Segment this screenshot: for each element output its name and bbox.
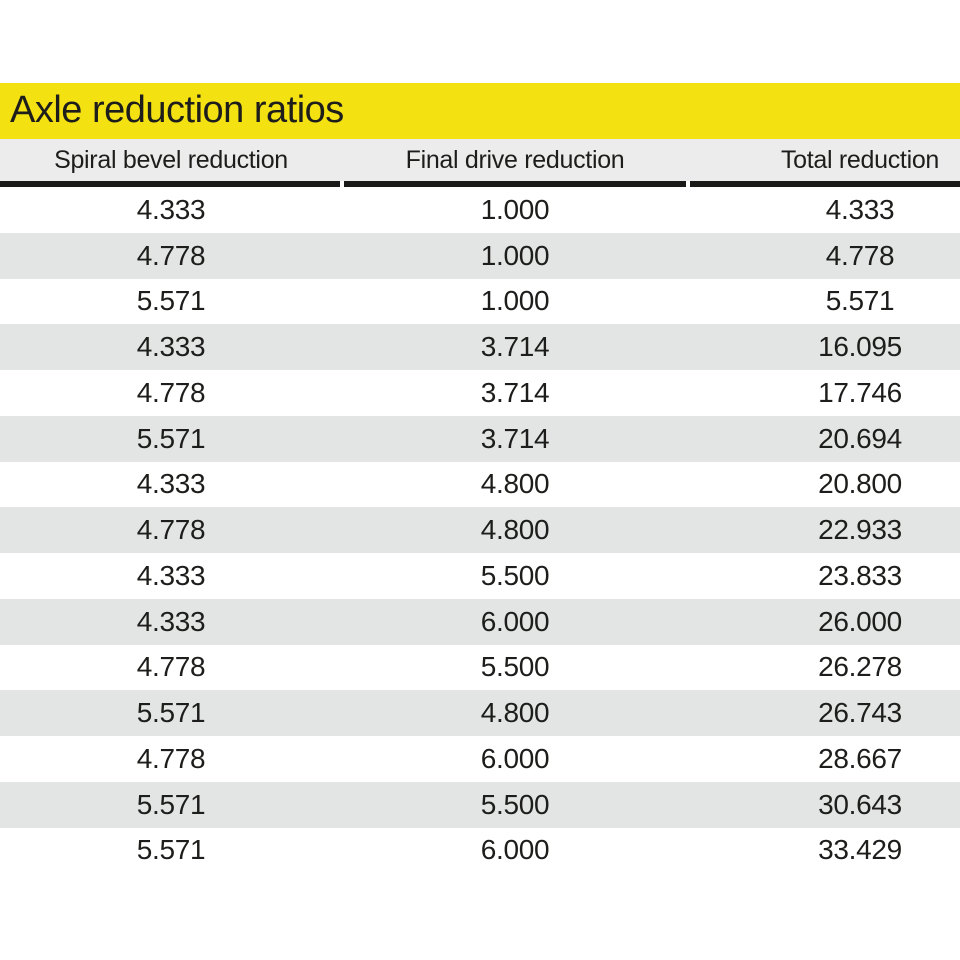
table-row: 4.333 6.000 26.000 — [0, 598, 960, 645]
cell-spiral-bevel-reduction: 5.571 — [136, 422, 206, 454]
cell-spiral-bevel-reduction: 4.333 — [136, 559, 206, 591]
cell-total-reduction: 17.746 — [818, 376, 902, 408]
page-title: Axle reduction ratios — [10, 88, 344, 131]
cell-spiral-bevel-reduction: 4.778 — [136, 742, 206, 774]
cell-final-drive-reduction: 6.000 — [480, 742, 550, 774]
cell-spiral-bevel-reduction: 4.333 — [136, 193, 206, 225]
table-header-row: Spiral bevel reduction Final drive reduc… — [0, 139, 960, 181]
cell-spiral-bevel-reduction: 4.778 — [136, 376, 206, 408]
cell-final-drive-reduction: 5.500 — [480, 559, 550, 591]
cell-spiral-bevel-reduction: 4.778 — [136, 514, 206, 546]
cell-final-drive-reduction: 5.500 — [480, 651, 550, 683]
cell-final-drive-reduction: 5.500 — [480, 788, 550, 820]
cell-total-reduction: 5.571 — [825, 285, 895, 317]
table-row: 4.778 3.714 17.746 — [0, 370, 960, 416]
table-row: 5.571 6.000 33.429 — [0, 827, 960, 874]
column-header-spiral-bevel: Spiral bevel reduction — [54, 145, 288, 174]
header-rule — [0, 181, 960, 187]
cell-spiral-bevel-reduction: 5.571 — [136, 285, 206, 317]
cell-total-reduction: 22.933 — [818, 514, 902, 546]
table-row: 4.333 3.714 16.095 — [0, 324, 960, 370]
cell-total-reduction: 16.095 — [818, 331, 902, 363]
cell-total-reduction: 23.833 — [818, 559, 902, 591]
cell-total-reduction: 26.000 — [818, 605, 902, 637]
table-row: 4.778 6.000 28.667 — [0, 736, 960, 782]
cell-total-reduction: 28.667 — [818, 742, 902, 774]
table-row: 4.778 1.000 4.778 — [0, 232, 960, 279]
table-row: 5.571 5.500 30.643 — [0, 781, 960, 828]
cell-final-drive-reduction: 1.000 — [480, 193, 550, 225]
title-band: Axle reduction ratios — [0, 83, 960, 139]
cell-final-drive-reduction: 4.800 — [480, 697, 550, 729]
column-header-final-drive: Final drive reduction — [405, 145, 625, 174]
cell-final-drive-reduction: 1.000 — [480, 285, 550, 317]
cell-final-drive-reduction: 3.714 — [480, 422, 550, 454]
table-row: 5.571 3.714 20.694 — [0, 415, 960, 462]
cell-total-reduction: 26.278 — [818, 651, 902, 683]
table-row: 4.778 5.500 26.278 — [0, 644, 960, 691]
cell-total-reduction: 30.643 — [818, 788, 902, 820]
cell-spiral-bevel-reduction: 5.571 — [136, 697, 206, 729]
table-row: 5.571 1.000 5.571 — [0, 278, 960, 325]
cell-total-reduction: 33.429 — [818, 834, 902, 866]
axle-reduction-table: Spiral bevel reduction Final drive reduc… — [0, 139, 960, 874]
cell-spiral-bevel-reduction: 4.333 — [136, 605, 206, 637]
cell-spiral-bevel-reduction: 4.333 — [136, 468, 206, 500]
cell-total-reduction: 20.694 — [818, 422, 902, 454]
cell-total-reduction: 26.743 — [818, 697, 902, 729]
cell-final-drive-reduction: 1.000 — [480, 239, 550, 271]
table-row: 4.333 4.800 20.800 — [0, 461, 960, 508]
cell-total-reduction: 20.800 — [818, 468, 902, 500]
cell-spiral-bevel-reduction: 4.778 — [136, 239, 206, 271]
cell-spiral-bevel-reduction: 4.778 — [136, 651, 206, 683]
cell-final-drive-reduction: 6.000 — [480, 605, 550, 637]
column-header-total: Total reduction — [780, 145, 940, 174]
cell-total-reduction: 4.333 — [825, 193, 895, 225]
cell-final-drive-reduction: 6.000 — [480, 834, 550, 866]
cell-spiral-bevel-reduction: 4.333 — [136, 331, 206, 363]
cell-spiral-bevel-reduction: 5.571 — [136, 834, 206, 866]
table-row: 4.333 5.500 23.833 — [0, 553, 960, 599]
cell-final-drive-reduction: 3.714 — [480, 376, 550, 408]
cell-spiral-bevel-reduction: 5.571 — [136, 788, 206, 820]
cell-final-drive-reduction: 4.800 — [480, 468, 550, 500]
cell-total-reduction: 4.778 — [825, 239, 895, 271]
table-body: 4.333 1.000 4.333 4.778 1.000 4.778 5.571 1.000… — [0, 187, 960, 874]
cell-final-drive-reduction: 4.800 — [480, 514, 550, 546]
cell-final-drive-reduction: 3.714 — [480, 331, 550, 363]
table-row: 5.571 4.800 26.743 — [0, 690, 960, 736]
table-row: 4.333 1.000 4.333 — [0, 187, 960, 233]
table-row: 4.778 4.800 22.933 — [0, 507, 960, 553]
